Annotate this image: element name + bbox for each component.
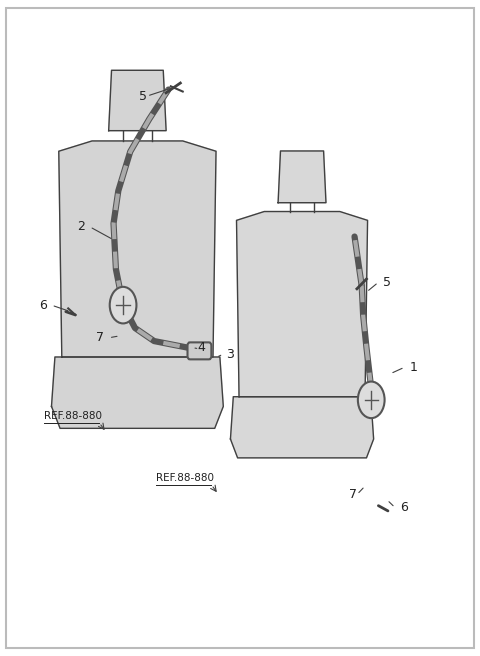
Text: 6: 6 [39,298,47,312]
Circle shape [358,382,384,418]
Text: 4: 4 [197,341,205,354]
Text: 5: 5 [139,90,147,102]
Polygon shape [237,211,368,397]
Text: 7: 7 [96,331,104,344]
Text: 6: 6 [400,501,408,514]
Circle shape [110,287,136,323]
Text: 2: 2 [77,220,85,234]
FancyBboxPatch shape [188,342,211,359]
Text: 1: 1 [409,361,417,374]
Polygon shape [108,70,166,131]
Polygon shape [51,357,223,428]
Polygon shape [59,141,216,357]
Text: 7: 7 [349,488,357,501]
Text: 3: 3 [226,348,234,361]
Polygon shape [230,397,373,458]
Polygon shape [278,151,326,203]
Text: REF.88-880: REF.88-880 [156,473,215,483]
Text: REF.88-880: REF.88-880 [44,411,102,421]
Text: 5: 5 [383,276,391,289]
